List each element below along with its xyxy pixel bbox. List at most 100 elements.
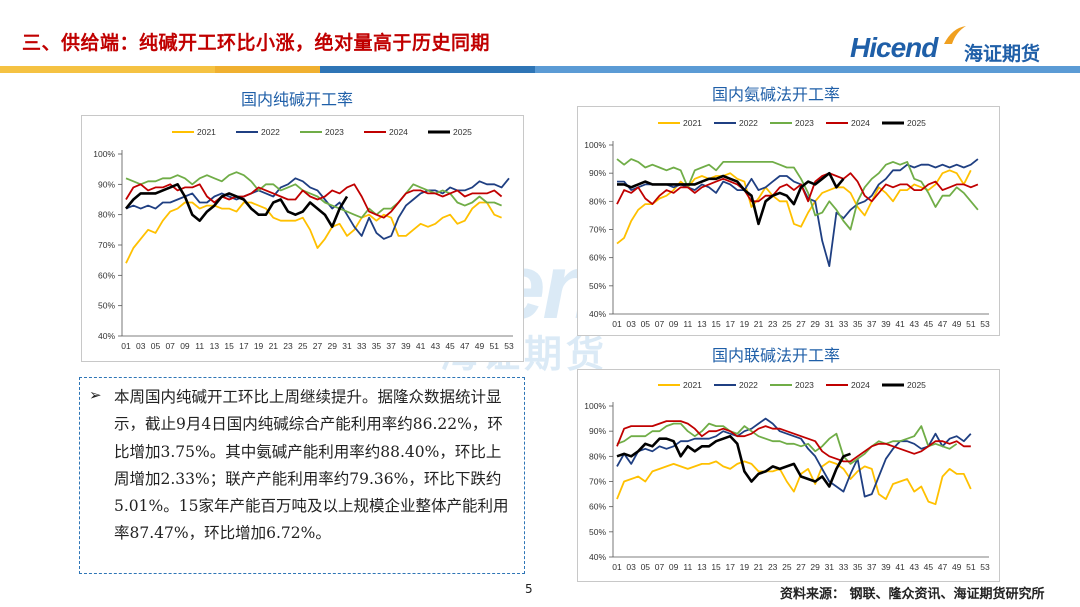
y-tick-label: 80% bbox=[589, 196, 606, 206]
x-tick-label: 47 bbox=[938, 562, 948, 572]
series-line-2021 bbox=[125, 201, 502, 264]
x-tick-label: 25 bbox=[782, 562, 792, 572]
x-tick-label: 41 bbox=[895, 319, 905, 329]
y-tick-label: 80% bbox=[98, 210, 115, 220]
y-tick-label: 40% bbox=[98, 331, 115, 341]
x-tick-label: 45 bbox=[924, 562, 934, 572]
y-tick-label: 50% bbox=[589, 281, 606, 291]
y-tick-label: 100% bbox=[93, 149, 115, 159]
legend-label-2021: 2021 bbox=[683, 380, 702, 390]
summary-textbox: ➢ 本周国内纯碱开工环比上周继续提升。据隆众数据统计显示，截止9月4日国内纯碱综… bbox=[79, 377, 525, 574]
x-tick-label: 31 bbox=[825, 319, 835, 329]
legend-label-2024: 2024 bbox=[389, 127, 408, 137]
x-tick-label: 23 bbox=[768, 319, 778, 329]
logo-text: Hicend bbox=[850, 32, 938, 63]
legend-label-2023: 2023 bbox=[795, 380, 814, 390]
x-tick-label: 09 bbox=[669, 562, 679, 572]
x-tick-label: 09 bbox=[669, 319, 679, 329]
legend-label-2022: 2022 bbox=[739, 118, 758, 128]
series-line-2025 bbox=[616, 434, 851, 488]
x-tick-label: 31 bbox=[825, 562, 835, 572]
legend-label-2025: 2025 bbox=[907, 118, 926, 128]
x-tick-label: 15 bbox=[711, 319, 721, 329]
legend-label-2024: 2024 bbox=[851, 118, 870, 128]
x-tick-label: 45 bbox=[445, 341, 455, 351]
y-tick-label: 60% bbox=[589, 253, 606, 263]
company-logo: Hicend 海证期货 bbox=[850, 26, 1065, 70]
x-tick-label: 11 bbox=[683, 319, 692, 329]
chart-title-ammonia: 国内氨碱法开工率 bbox=[712, 85, 841, 104]
x-tick-label: 21 bbox=[754, 319, 764, 329]
chart-soda: 40% 50% 60% 70% 80% 90% 100% 01 03 05 07 09 11 13 15 17… bbox=[81, 115, 524, 362]
x-tick-label: 51 bbox=[966, 562, 976, 572]
x-tick-label: 33 bbox=[839, 562, 849, 572]
x-tick-label: 35 bbox=[853, 562, 863, 572]
summary-text: 本周国内纯碱开工环比上周继续提升。据隆众数据统计显示，截止9月4日国内纯碱综合产… bbox=[114, 388, 509, 543]
x-tick-label: 01 bbox=[612, 562, 622, 572]
y-tick-label: 70% bbox=[589, 225, 606, 235]
x-tick-label: 33 bbox=[839, 319, 849, 329]
series-line-2025 bbox=[617, 171, 845, 226]
series-line-2023 bbox=[125, 171, 502, 219]
x-tick-label: 53 bbox=[980, 319, 990, 329]
x-tick-label: 43 bbox=[909, 562, 919, 572]
legend-label-2024: 2024 bbox=[851, 380, 870, 390]
legend-label-2022: 2022 bbox=[261, 127, 280, 137]
x-tick-label: 31 bbox=[342, 341, 352, 351]
series-line-2022 bbox=[617, 158, 979, 268]
x-tick-label: 11 bbox=[195, 341, 204, 351]
series-line-2023 bbox=[616, 422, 958, 465]
x-tick-label: 17 bbox=[239, 341, 249, 351]
x-tick-label: 29 bbox=[810, 562, 820, 572]
x-tick-label: 37 bbox=[867, 562, 877, 572]
chart-title-soda: 国内纯碱开工率 bbox=[241, 90, 354, 109]
chart-joint: 40% 50% 60% 70% 80% 90% 100% 01 03 05 07 09 11 13 15 17… bbox=[577, 369, 1000, 582]
x-tick-label: 25 bbox=[782, 319, 792, 329]
x-tick-label: 53 bbox=[504, 341, 514, 351]
logo-cn-text: 海证期货 bbox=[964, 43, 1041, 65]
chart-joint-plot: 40% 50% 60% 70% 80% 90% 100% 01 03 05 07 09 11 13 15 17… bbox=[584, 380, 990, 572]
x-tick-label: 07 bbox=[655, 319, 665, 329]
x-tick-label: 03 bbox=[626, 319, 636, 329]
x-tick-label: 47 bbox=[938, 319, 948, 329]
x-tick-label: 39 bbox=[401, 341, 411, 351]
x-tick-label: 19 bbox=[254, 341, 264, 351]
y-tick-label: 60% bbox=[98, 270, 115, 280]
series-line-2024 bbox=[125, 183, 503, 219]
y-tick-label: 90% bbox=[98, 179, 115, 189]
x-tick-label: 11 bbox=[683, 562, 692, 572]
legend-label-2023: 2023 bbox=[795, 118, 814, 128]
y-tick-label: 70% bbox=[98, 240, 115, 250]
x-tick-label: 19 bbox=[740, 319, 750, 329]
x-tick-label: 35 bbox=[372, 341, 382, 351]
chart-title-joint: 国内联碱法开工率 bbox=[712, 346, 841, 365]
x-tick-label: 43 bbox=[431, 341, 441, 351]
y-tick-label: 100% bbox=[584, 401, 606, 411]
series-line-2025 bbox=[124, 183, 349, 229]
legend-label-2025: 2025 bbox=[453, 127, 472, 137]
series-line-2024 bbox=[616, 420, 971, 463]
x-tick-label: 33 bbox=[357, 341, 367, 351]
x-tick-label: 43 bbox=[909, 319, 919, 329]
x-tick-label: 37 bbox=[867, 319, 877, 329]
y-tick-label: 40% bbox=[589, 552, 606, 562]
x-tick-label: 01 bbox=[612, 319, 622, 329]
x-tick-label: 45 bbox=[924, 319, 934, 329]
x-tick-label: 25 bbox=[298, 341, 308, 351]
y-tick-label: 40% bbox=[589, 309, 606, 319]
x-tick-label: 21 bbox=[269, 341, 279, 351]
x-tick-label: 49 bbox=[952, 562, 962, 572]
legend-label-2023: 2023 bbox=[325, 127, 344, 137]
x-tick-label: 03 bbox=[626, 562, 636, 572]
x-tick-label: 39 bbox=[881, 562, 891, 572]
legend-label-2025: 2025 bbox=[907, 380, 926, 390]
y-tick-label: 90% bbox=[589, 168, 606, 178]
x-tick-label: 05 bbox=[641, 562, 651, 572]
x-tick-label: 03 bbox=[136, 341, 146, 351]
source-note: 资料来源： 钢联、隆众资讯、海证期货研究所 bbox=[780, 587, 1045, 602]
x-tick-label: 37 bbox=[386, 341, 396, 351]
legend-label-2021: 2021 bbox=[197, 127, 216, 137]
x-tick-label: 17 bbox=[725, 562, 735, 572]
logo-swoosh-icon bbox=[944, 26, 966, 44]
header-divider-bar bbox=[0, 66, 1080, 73]
